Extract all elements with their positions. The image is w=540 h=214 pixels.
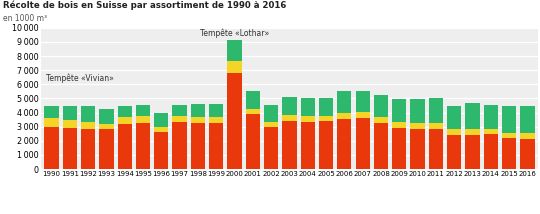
- Bar: [520, 106, 535, 133]
- Text: en 1000 m³: en 1000 m³: [3, 14, 47, 23]
- Bar: [282, 121, 296, 169]
- Bar: [520, 133, 535, 139]
- Bar: [355, 112, 370, 119]
- Bar: [502, 133, 516, 138]
- Text: Tempête «Lothar»: Tempête «Lothar»: [200, 28, 269, 38]
- Bar: [136, 123, 150, 169]
- Bar: [429, 123, 443, 129]
- Bar: [246, 91, 260, 109]
- Bar: [246, 114, 260, 169]
- Bar: [99, 123, 113, 129]
- Bar: [44, 106, 59, 117]
- Bar: [410, 99, 424, 123]
- Bar: [282, 97, 296, 115]
- Bar: [484, 105, 498, 129]
- Bar: [465, 129, 480, 135]
- Bar: [246, 109, 260, 114]
- Bar: [118, 117, 132, 124]
- Bar: [502, 107, 516, 133]
- Bar: [191, 104, 205, 117]
- Bar: [374, 95, 388, 117]
- Bar: [172, 105, 187, 116]
- Text: Récolte de bois en Suisse par assortiment de 1990 à 2016: Récolte de bois en Suisse par assortimen…: [3, 0, 286, 9]
- Bar: [99, 109, 113, 123]
- Bar: [520, 139, 535, 169]
- Bar: [429, 129, 443, 169]
- Bar: [136, 116, 150, 123]
- Bar: [99, 129, 113, 169]
- Bar: [118, 106, 132, 117]
- Bar: [484, 134, 498, 169]
- Bar: [301, 116, 315, 122]
- Bar: [282, 115, 296, 121]
- Bar: [410, 123, 424, 129]
- Bar: [209, 104, 224, 117]
- Bar: [154, 113, 168, 127]
- Bar: [209, 123, 224, 169]
- Bar: [447, 135, 461, 169]
- Bar: [484, 129, 498, 134]
- Bar: [63, 120, 77, 128]
- Bar: [465, 135, 480, 169]
- Bar: [447, 106, 461, 129]
- Bar: [355, 91, 370, 112]
- Bar: [227, 40, 242, 61]
- Bar: [136, 105, 150, 116]
- Bar: [502, 138, 516, 169]
- Bar: [264, 127, 278, 169]
- Bar: [374, 123, 388, 169]
- Bar: [63, 106, 77, 120]
- Bar: [227, 73, 242, 169]
- Bar: [429, 98, 443, 123]
- Bar: [392, 122, 407, 128]
- Bar: [392, 128, 407, 169]
- Bar: [319, 116, 333, 121]
- Bar: [264, 105, 278, 122]
- Bar: [227, 61, 242, 73]
- Bar: [63, 128, 77, 169]
- Bar: [191, 117, 205, 123]
- Bar: [154, 127, 168, 132]
- Bar: [81, 129, 95, 169]
- Bar: [337, 119, 352, 169]
- Text: Tempête «Vivian»: Tempête «Vivian»: [46, 73, 114, 83]
- Bar: [81, 106, 95, 122]
- Bar: [319, 121, 333, 169]
- Bar: [392, 99, 407, 122]
- Bar: [154, 132, 168, 169]
- Bar: [118, 124, 132, 169]
- Bar: [447, 129, 461, 135]
- Bar: [319, 98, 333, 116]
- Bar: [44, 127, 59, 169]
- Bar: [355, 119, 370, 169]
- Bar: [209, 117, 224, 123]
- Bar: [172, 116, 187, 122]
- Bar: [81, 122, 95, 129]
- Bar: [301, 122, 315, 169]
- Bar: [337, 91, 352, 113]
- Bar: [191, 123, 205, 169]
- Bar: [264, 122, 278, 127]
- Bar: [337, 113, 352, 119]
- Bar: [374, 117, 388, 123]
- Bar: [410, 129, 424, 169]
- Bar: [172, 122, 187, 169]
- Bar: [301, 98, 315, 116]
- Bar: [44, 117, 59, 127]
- Bar: [465, 103, 480, 129]
